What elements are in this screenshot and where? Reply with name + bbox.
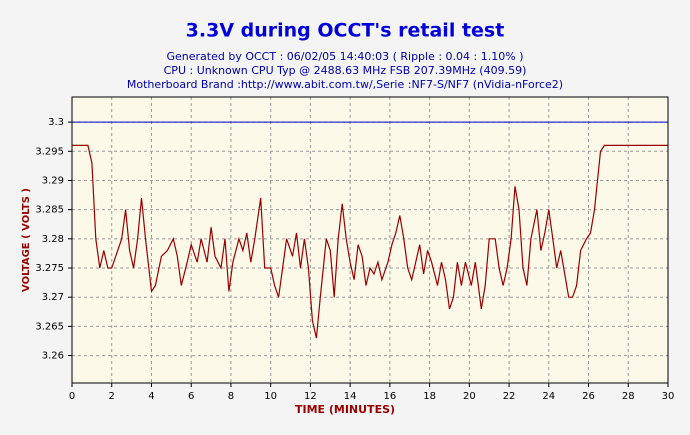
subtitle: Generated by OCCT : 06/02/05 14:40:03 ( … <box>167 50 524 63</box>
x-tick-label: 4 <box>148 391 154 402</box>
x-tick-label: 12 <box>304 391 317 402</box>
data-line <box>72 144 668 339</box>
x-tick-label: 18 <box>423 391 436 402</box>
x-tick-label: 26 <box>582 391 595 402</box>
y-tick-label: 3.29 <box>42 175 64 186</box>
y-tick-label: 3.265 <box>35 321 64 332</box>
y-tick-label: 3.295 <box>35 146 64 157</box>
x-tick-label: 20 <box>463 391 476 402</box>
subtitle: CPU : Unknown CPU Typ @ 2488.63 MHz FSB … <box>164 64 527 77</box>
y-tick-label: 3.3 <box>48 117 64 128</box>
x-tick-label: 14 <box>344 391 357 402</box>
x-tick-label: 16 <box>383 391 396 402</box>
x-tick-label: 22 <box>503 391 516 402</box>
y-tick-label: 3.26 <box>42 351 64 362</box>
plot-area <box>72 97 668 383</box>
x-tick-label: 10 <box>264 391 277 402</box>
subtitle: Motherboard Brand :http://www.abit.com.t… <box>127 78 563 91</box>
y-tick-label: 3.27 <box>42 292 64 303</box>
y-axis-label: VOLTAGE ( VOLTS ) <box>21 188 32 292</box>
x-tick-label: 24 <box>542 391 555 402</box>
x-tick-label: 30 <box>662 391 675 402</box>
plot-frame <box>71 96 669 384</box>
y-tick-label: 3.275 <box>35 263 64 274</box>
x-tick-label: 6 <box>188 391 194 402</box>
x-axis-label: TIME (MINUTES) <box>295 403 395 416</box>
y-tick-label: 3.28 <box>42 234 64 245</box>
x-tick-label: 8 <box>228 391 234 402</box>
x-tick-label: 0 <box>69 391 75 402</box>
y-tick-label: 3.285 <box>35 205 64 216</box>
chart-title: 3.3V during OCCT's retail test <box>186 20 505 42</box>
x-tick-label: 28 <box>622 391 635 402</box>
x-tick-label: 2 <box>109 391 115 402</box>
